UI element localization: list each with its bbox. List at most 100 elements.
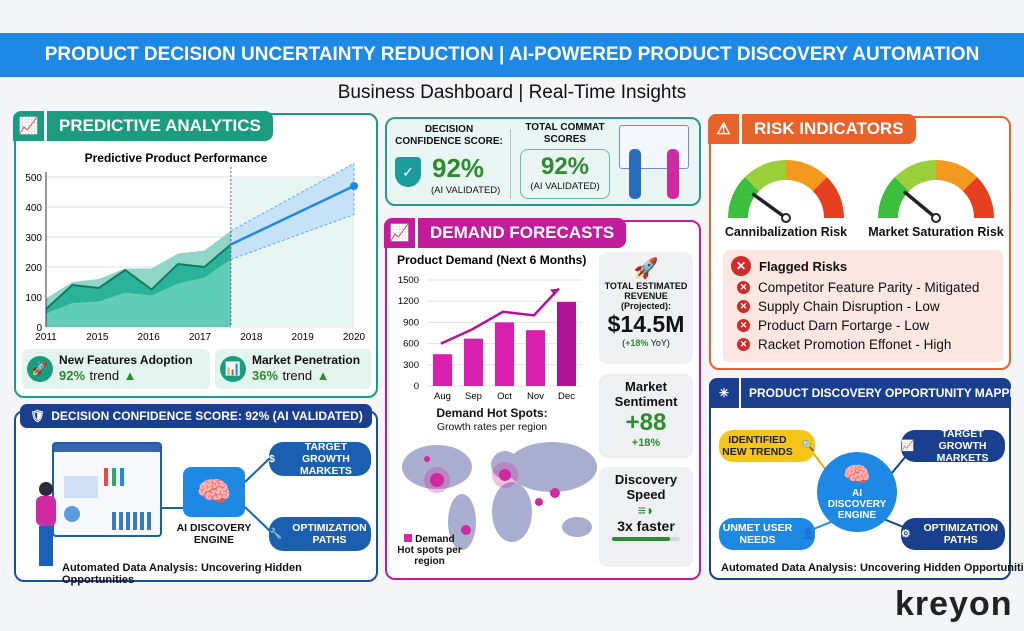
connector-lines xyxy=(162,456,272,533)
y-tick-label: 0 xyxy=(36,323,42,334)
trend-line xyxy=(440,287,560,345)
dashboard-illustration xyxy=(52,442,162,537)
panel-title-bar: ✳ PRODUCT DISCOVERY OPPORTUNITY MAPPING xyxy=(709,378,1011,408)
gauge-segment xyxy=(744,160,787,192)
wrench-icon: 🔧 xyxy=(269,527,283,540)
map-legend: Demand Hot spots per region xyxy=(397,534,462,567)
brain-icon: 🧠 xyxy=(843,462,871,487)
bar-chart-trend-icon: 📈 xyxy=(384,218,418,248)
x-tick-label: 2018 xyxy=(240,332,263,343)
add-user-icon: 👤 xyxy=(801,527,815,540)
warning-icon: ⚠ xyxy=(708,114,742,144)
gauge-segment xyxy=(728,176,760,219)
x-circle-icon: ✕ xyxy=(737,300,750,313)
forecast-band xyxy=(230,162,355,261)
bar xyxy=(557,301,576,386)
x-tick-label: Nov xyxy=(527,391,544,402)
x-tick-label: Sep xyxy=(465,391,482,402)
gauge-needle xyxy=(751,192,788,220)
sentiment-card: Market Sentiment +88 +18% xyxy=(599,374,693,458)
x-tick-label: Dec xyxy=(558,391,575,402)
panel-title: DECISION CONFIDENCE SCORE: 92% (AI VALID… xyxy=(51,409,363,423)
ai-engine-node: 🧠 AI DISCOVERY ENGINE xyxy=(817,452,897,532)
revenue-change: +18% xyxy=(625,338,649,348)
y-tick-label: 900 xyxy=(403,317,419,328)
kpi-suffix: trend xyxy=(282,368,313,383)
bar-chart-trend-icon: 📈 xyxy=(13,111,47,141)
y-tick-label: 400 xyxy=(25,203,42,214)
x-tick-label: 2017 xyxy=(189,332,212,343)
optimization-paths-pill: 🔧 OPTIMIZATION PATHS xyxy=(269,517,371,551)
predictive-chart: Predictive Product Performance 0 100 200 300… xyxy=(25,151,365,343)
bar xyxy=(526,330,545,386)
gauge-pivot xyxy=(781,213,791,223)
risk-item: ✕ Supply Chain Disruption - Low xyxy=(737,299,1003,314)
kpi-suffix: trend xyxy=(89,368,120,383)
title-banner: PRODUCT DECISION UNCERTAINTY REDUCTION |… xyxy=(0,33,1024,77)
gauge-label: Cannibalization Risk xyxy=(724,225,848,239)
risk-item: ✕ Competitor Feature Parity - Mitigated xyxy=(737,280,1003,295)
gauge-segment xyxy=(962,176,994,219)
x-tick-label: Oct xyxy=(497,391,512,402)
forecast-line xyxy=(230,184,355,246)
x-tick-label: Aug xyxy=(434,391,451,402)
scores-panel: DECISION CONFIDENCE SCORE: ✓ 92% (AI VAL… xyxy=(385,117,701,206)
risk-label: Racket Promotion Effonet - High xyxy=(758,337,952,352)
score-note: (AI VALIDATED) xyxy=(431,185,501,196)
decision-confidence-panel: 🛡 DECISION CONFIDENCE SCORE: 92% (AI VALI… xyxy=(14,404,378,586)
optimization-node: ⚙ OPTIMIZATION PATHS xyxy=(901,518,1005,550)
y-tick-label: 100 xyxy=(25,293,42,304)
x-circle-icon: ✕ xyxy=(737,338,750,351)
shield-check-icon: ✓ xyxy=(395,157,421,187)
up-arrow-icon: ▲ xyxy=(316,368,330,383)
sentiment-value: +88 xyxy=(625,409,667,436)
node-label: AI DISCOVERY ENGINE xyxy=(827,488,887,521)
brain-icon: 🧠 xyxy=(183,467,245,517)
historical-line xyxy=(45,243,232,310)
y-tick-label: 300 xyxy=(403,360,419,371)
search-icon: 🔍 xyxy=(801,439,815,452)
sentiment-label: Market Sentiment xyxy=(614,379,678,409)
opportunity-mapping-panel: ✳ PRODUCT DISCOVERY OPPORTUNITY MAPPING I… xyxy=(709,378,1024,580)
gauge-needle xyxy=(903,190,938,220)
bar xyxy=(464,338,483,386)
risk-gauges xyxy=(728,160,994,223)
panel-title: PRODUCT DISCOVERY OPPORTUNITY MAPPING xyxy=(749,386,1011,400)
target-growth-node: 📈 TARGET GROWTH MARKETS xyxy=(901,428,1005,464)
identified-trends-node: IDENTIFIED NEW TRENDS 🔍 xyxy=(719,430,815,462)
trend-arrowhead xyxy=(549,288,559,296)
rocket-icon: 🚀 xyxy=(633,258,659,280)
revenue-value: $14.5M xyxy=(607,311,685,337)
y-tick-label: 1500 xyxy=(398,275,419,286)
bar xyxy=(495,322,514,386)
speed-value: 3x faster xyxy=(617,518,675,534)
sentiment-change: +18% xyxy=(631,437,661,449)
kreyon-logo: kreyon xyxy=(895,585,1013,623)
gauge-segment xyxy=(935,160,978,192)
speed-progress-bar xyxy=(612,537,680,541)
bar xyxy=(433,354,452,386)
person-illustration xyxy=(34,482,58,572)
gauge-pivot xyxy=(931,213,941,223)
gauge-label: Market Saturation Risk xyxy=(868,225,1004,239)
x-circle-icon: ✕ xyxy=(731,256,751,276)
pill-label: TARGET GROWTH MARKETS xyxy=(299,440,352,478)
engine-label: AI DISCOVERY ENGINE xyxy=(176,522,252,546)
flagged-title: Flagged Risks xyxy=(759,258,848,274)
x-circle-icon: ✕ xyxy=(737,281,750,294)
world-map xyxy=(402,442,597,550)
y-tick-label: 300 xyxy=(25,233,42,244)
panel-title: DEMAND FORECASTS xyxy=(430,223,615,242)
kpi-market-penetration: 📊 Market Penetration 36% trend ▲ xyxy=(215,349,371,389)
y-tick-label: 600 xyxy=(403,339,419,350)
lower-band-area xyxy=(46,259,231,327)
pill-label: OPTIMIZATION PATHS xyxy=(292,521,367,546)
y-tick-label: 500 xyxy=(25,173,42,184)
shield-check-icon: 🛡 xyxy=(30,409,46,423)
score-label: DECISION CONFIDENCE SCORE: xyxy=(395,124,503,147)
chart-icon: 📈 xyxy=(901,439,915,452)
risk-label: Competitor Feature Parity - Mitigated xyxy=(758,280,980,295)
gear-icon: ⚙ xyxy=(901,527,911,540)
x-tick-label: 2011 xyxy=(35,332,57,343)
node-label: IDENTIFIED NEW TRENDS xyxy=(722,433,793,458)
